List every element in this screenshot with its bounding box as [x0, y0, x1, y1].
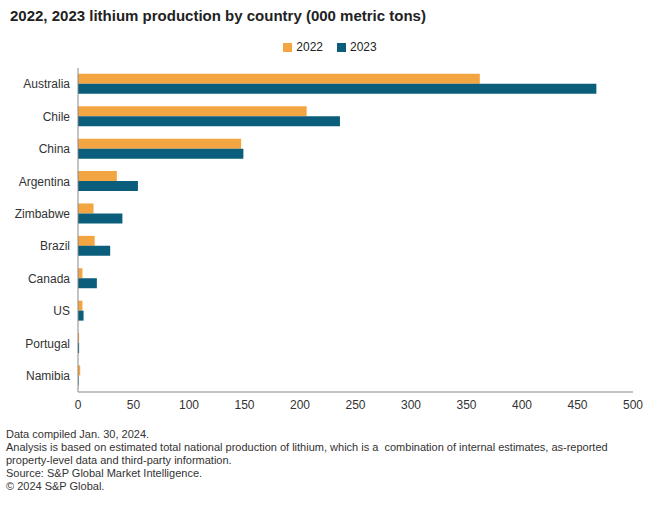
html-text:© 2024 S&P Global.: © 2024 S&P Global.: [6, 480, 105, 492]
svg-text:Portugal: Portugal: [25, 337, 70, 351]
svg-text:Australia: Australia: [23, 77, 70, 91]
svg-text:150: 150: [234, 398, 254, 412]
html-text:Source: S&P Global Market Inte: Source: S&P Global Market Intelligence.: [6, 467, 203, 479]
svg-text:250: 250: [345, 398, 365, 412]
svg-text:Namibia: Namibia: [26, 369, 70, 383]
html-text:2023: 2023: [350, 40, 377, 54]
html-text:Analysis is based on estimated: Analysis is based on estimated total nat…: [6, 441, 611, 466]
html-text:Data compiled Jan. 30, 2024.: Data compiled Jan. 30, 2024.: [6, 428, 150, 440]
svg-text:350: 350: [456, 398, 476, 412]
svg-text:100: 100: [179, 398, 199, 412]
svg-text:50: 50: [127, 398, 141, 412]
svg-text:500: 500: [623, 398, 643, 412]
svg-text:0: 0: [75, 398, 82, 412]
svg-text:400: 400: [512, 398, 532, 412]
svg-text:450: 450: [567, 398, 587, 412]
svg-text:Argentina: Argentina: [19, 175, 71, 189]
svg-text:China: China: [39, 142, 71, 156]
svg-text:Chile: Chile: [43, 110, 71, 124]
svg-text:300: 300: [401, 398, 421, 412]
svg-text:200: 200: [290, 398, 310, 412]
html-text:2022, 2023 lithium production: 2022, 2023 lithium production by country…: [10, 7, 426, 24]
svg-text:US: US: [53, 304, 70, 318]
svg-text:Canada: Canada: [28, 272, 70, 286]
html-text:2022: 2022: [296, 40, 323, 54]
svg-text:Brazil: Brazil: [40, 239, 70, 253]
svg-text:Zimbabwe: Zimbabwe: [15, 207, 71, 221]
